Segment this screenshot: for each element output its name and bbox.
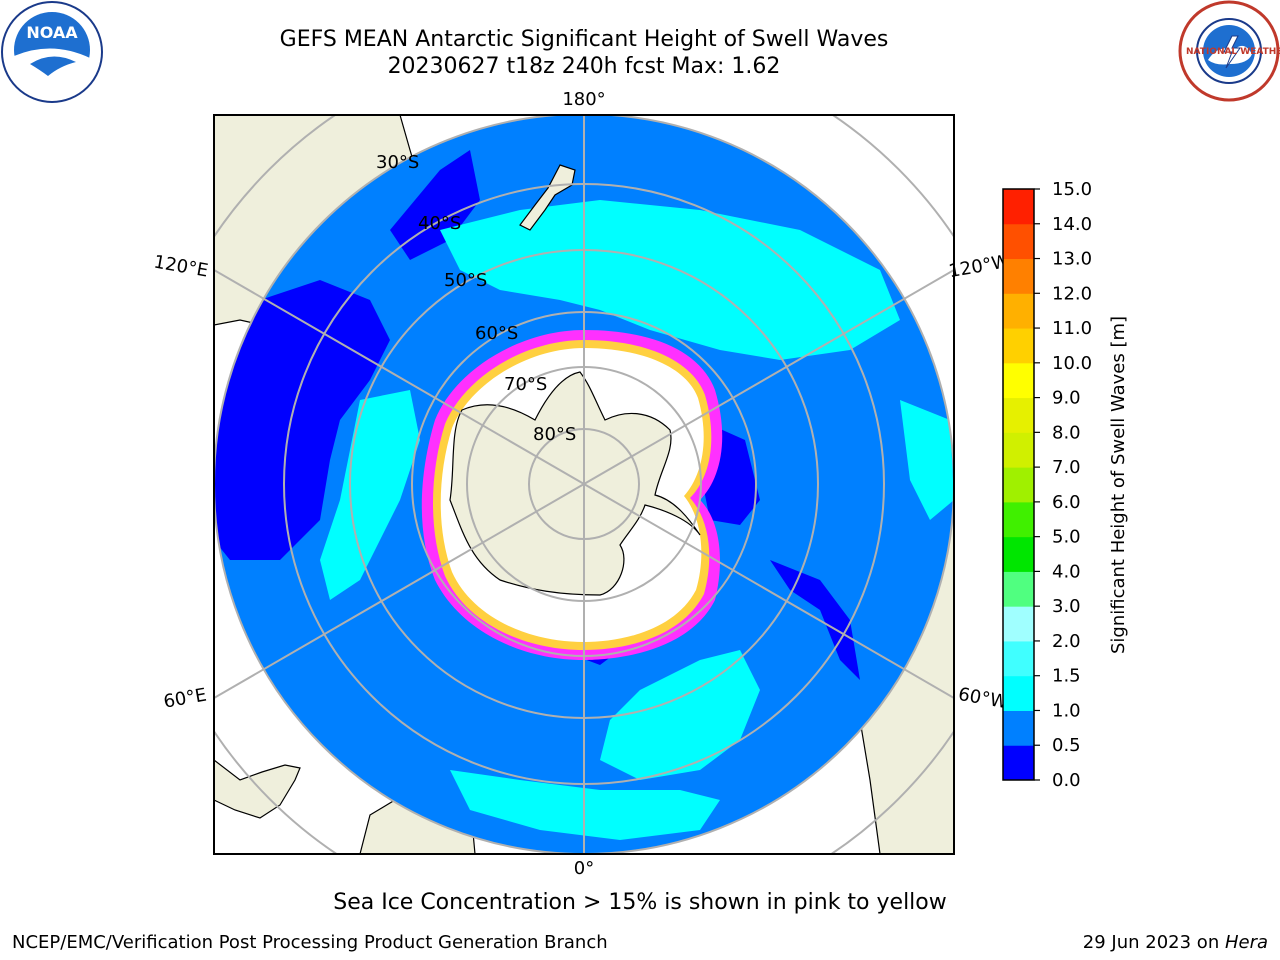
colorbar-tick-label: 12.0 bbox=[1052, 283, 1092, 304]
colorbar-tick-label: 2.0 bbox=[1052, 631, 1081, 652]
nws-logo: NATIONAL WEATHER SERVICE bbox=[1178, 0, 1280, 102]
high-swell-region bbox=[320, 390, 420, 600]
colorbar-tick-label: 6.0 bbox=[1052, 492, 1081, 513]
colorbar-segment bbox=[1003, 258, 1034, 294]
noaa-logo-text: NOAA bbox=[26, 23, 78, 42]
colorbar-segment bbox=[1003, 362, 1034, 399]
colorbar-segment bbox=[1003, 189, 1034, 225]
land-madagascar bbox=[214, 759, 301, 819]
colorbar-tick-label: 4.0 bbox=[1052, 561, 1081, 582]
lon-label: 120°E bbox=[152, 251, 210, 281]
footer-date: 29 Jun 2023 on Hera bbox=[1083, 932, 1268, 953]
colorbar-segment bbox=[1003, 467, 1034, 503]
lat-label: 60°S bbox=[475, 323, 518, 344]
colorbar-tick-label: 7.0 bbox=[1052, 457, 1081, 478]
colorbar-tick-label: 10.0 bbox=[1052, 353, 1092, 374]
colorbar-segment bbox=[1003, 293, 1034, 329]
colorbar-frame bbox=[1002, 188, 1035, 781]
colorbar-segment bbox=[1003, 606, 1034, 642]
colorbar-tick-label: 11.0 bbox=[1052, 318, 1092, 339]
colorbar-segment bbox=[1003, 571, 1034, 607]
lat-label: 80°S bbox=[533, 424, 576, 445]
colorbar-segment bbox=[1003, 328, 1034, 364]
colorbar-tick-label: 15.0 bbox=[1052, 179, 1092, 200]
lon-label: 0° bbox=[574, 858, 594, 879]
colorbar-segment bbox=[1003, 710, 1034, 746]
colorbar-segment bbox=[1003, 223, 1034, 260]
ice-note: Sea Ice Concentration > 15% is shown in … bbox=[333, 890, 947, 915]
lon-label: 60°E bbox=[162, 684, 208, 712]
colorbar-segment bbox=[1003, 536, 1034, 572]
colorbar-segment bbox=[1003, 640, 1034, 677]
high-swell-region bbox=[900, 400, 954, 520]
high-swell-region bbox=[440, 200, 900, 360]
colorbar-tick-label: 9.0 bbox=[1052, 388, 1081, 409]
chart-title: GEFS MEAN Antarctic Significant Height o… bbox=[279, 27, 889, 52]
colorbar-tick-label: 1.0 bbox=[1052, 700, 1081, 721]
colorbar-segment bbox=[1003, 397, 1034, 433]
noaa-logo: NOAA bbox=[1, 1, 103, 103]
colorbar-tick-label: 3.0 bbox=[1052, 596, 1081, 617]
high-swell-region bbox=[600, 650, 760, 780]
footer-credit: NCEP/EMC/Verification Post Processing Pr… bbox=[12, 932, 608, 953]
low-swell-region bbox=[390, 150, 480, 260]
map-frame bbox=[213, 114, 955, 855]
colorbar-segment bbox=[1003, 432, 1034, 468]
colorbar-tick-label: 0.0 bbox=[1052, 770, 1081, 791]
lat-label: 50°S bbox=[444, 270, 487, 291]
lon-label: 120°W bbox=[947, 251, 1011, 282]
graticule bbox=[214, 115, 954, 854]
colorbar-tick-label: 14.0 bbox=[1052, 214, 1092, 235]
colorbar-tick-label: 8.0 bbox=[1052, 422, 1081, 443]
lon-label: 60°W bbox=[957, 684, 1010, 713]
nws-logo-text: NATIONAL WEATHER SERVICE bbox=[1186, 47, 1280, 57]
colorbar: 0.0 0.5 1.0 1.5 2.0 3.0 4.0 5.0 6.0 7.0 8.0 9.0 10.0… bbox=[1003, 179, 1092, 791]
colorbar-label: Significant Height of Swell Waves [m] bbox=[1108, 316, 1129, 654]
colorbar-tick-label: 0.5 bbox=[1052, 735, 1081, 756]
lat-label: 70°S bbox=[504, 374, 547, 395]
land-new-zealand bbox=[519, 164, 576, 231]
colorbar-tick-label: 5.0 bbox=[1052, 527, 1081, 548]
colorbar-segment bbox=[1003, 501, 1034, 538]
land-antarctica bbox=[449, 371, 701, 596]
colorbar-segment bbox=[1003, 675, 1034, 711]
lat-label: 40°S bbox=[418, 213, 461, 234]
footer-host: Hera bbox=[1224, 932, 1268, 953]
lat-label: 30°S bbox=[376, 152, 419, 173]
footer-date-text: 29 Jun 2023 on bbox=[1082, 932, 1225, 953]
chart-subtitle: 20230627 t18z 240h fcst Max: 1.62 bbox=[387, 54, 781, 79]
colorbar-segment bbox=[1003, 745, 1034, 781]
colorbar-tick-label: 13.0 bbox=[1052, 249, 1092, 270]
low-swell-region bbox=[214, 280, 390, 560]
colorbar-tick-label: 1.5 bbox=[1052, 666, 1081, 687]
lon-label: 180° bbox=[562, 89, 605, 110]
